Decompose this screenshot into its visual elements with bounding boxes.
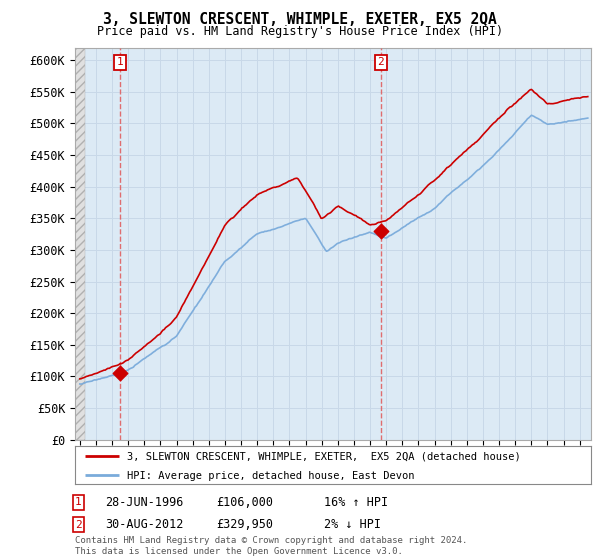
Text: 2% ↓ HPI: 2% ↓ HPI xyxy=(324,518,381,531)
Text: HPI: Average price, detached house, East Devon: HPI: Average price, detached house, East… xyxy=(127,470,414,480)
Text: Contains HM Land Registry data © Crown copyright and database right 2024.
This d: Contains HM Land Registry data © Crown c… xyxy=(75,536,467,556)
Point xyxy=(376,226,386,235)
Text: 16% ↑ HPI: 16% ↑ HPI xyxy=(324,496,388,509)
Bar xyxy=(75,48,85,440)
Text: £329,950: £329,950 xyxy=(216,518,273,531)
Text: Price paid vs. HM Land Registry's House Price Index (HPI): Price paid vs. HM Land Registry's House … xyxy=(97,25,503,38)
Text: 2: 2 xyxy=(75,520,82,530)
Text: 3, SLEWTON CRESCENT, WHIMPLE, EXETER, EX5 2QA: 3, SLEWTON CRESCENT, WHIMPLE, EXETER, EX… xyxy=(103,12,497,27)
Text: 30-AUG-2012: 30-AUG-2012 xyxy=(105,518,184,531)
Text: 3, SLEWTON CRESCENT, WHIMPLE, EXETER,  EX5 2QA (detached house): 3, SLEWTON CRESCENT, WHIMPLE, EXETER, EX… xyxy=(127,451,520,461)
Text: 1: 1 xyxy=(75,497,82,507)
Point xyxy=(115,368,125,377)
Text: £106,000: £106,000 xyxy=(216,496,273,509)
Text: 28-JUN-1996: 28-JUN-1996 xyxy=(105,496,184,509)
Text: 1: 1 xyxy=(116,58,124,67)
Text: 2: 2 xyxy=(377,58,384,67)
